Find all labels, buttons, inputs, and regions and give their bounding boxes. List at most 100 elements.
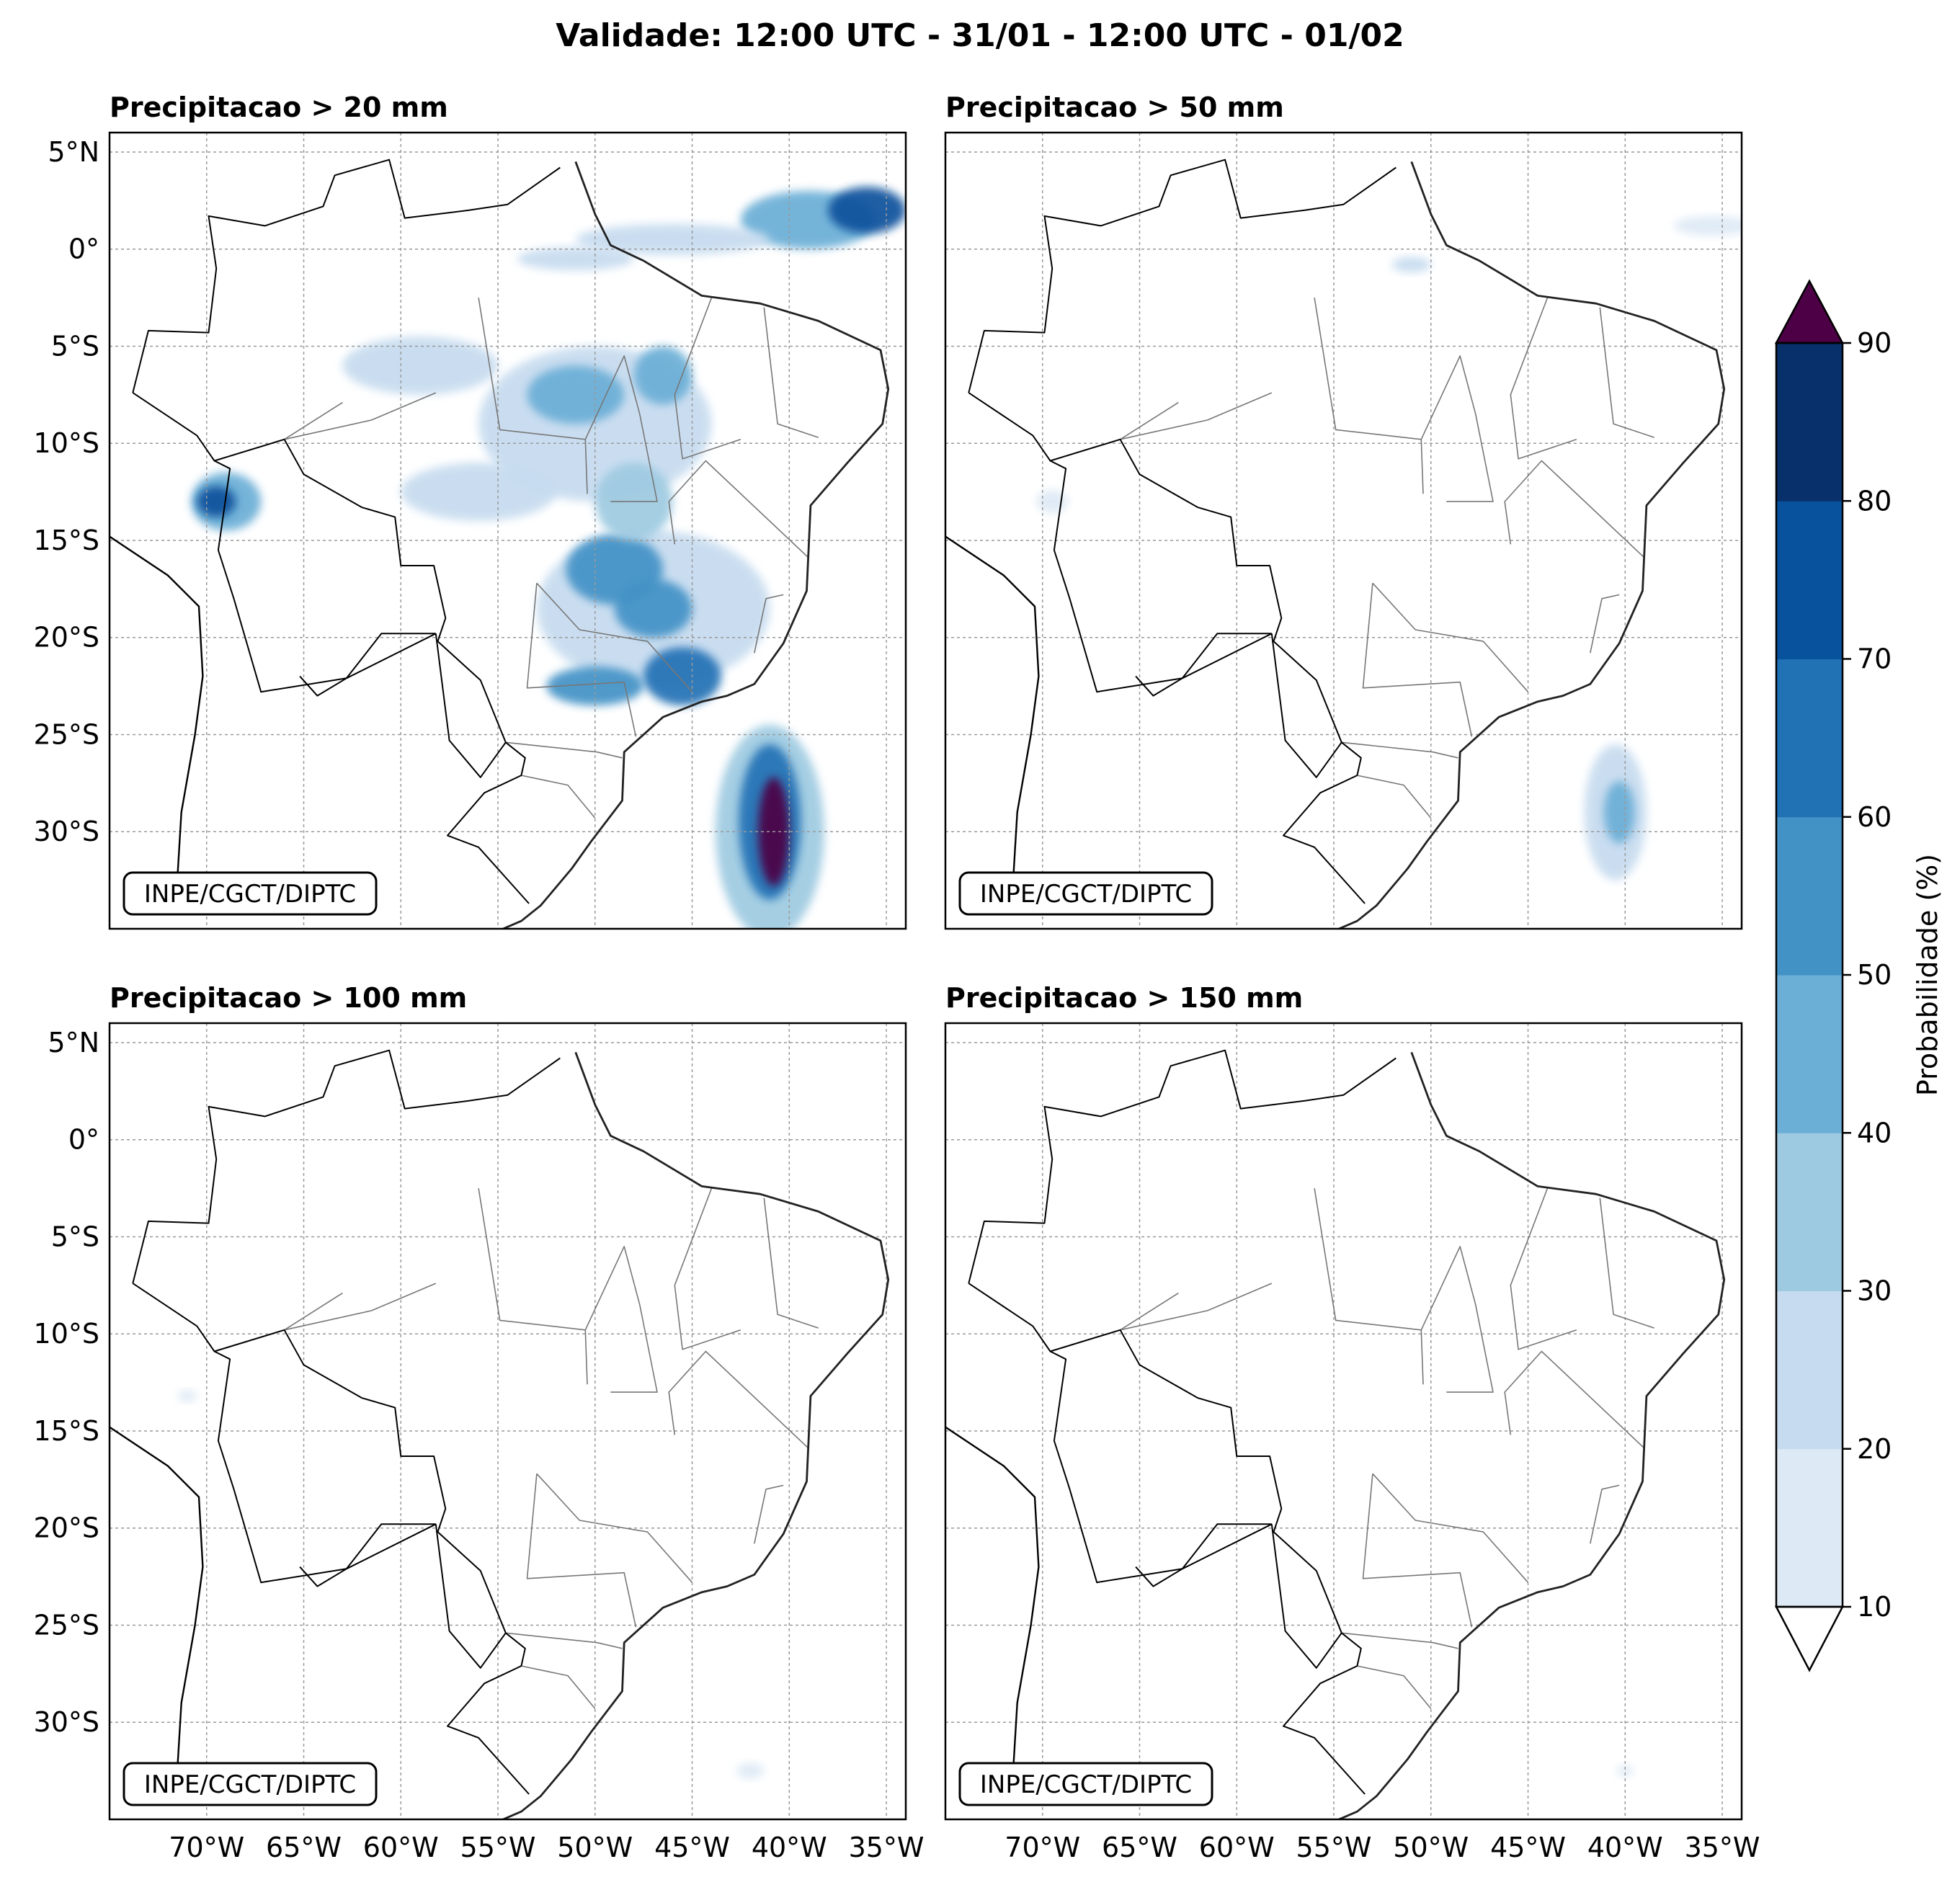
lon-tick-label: 50°W: [557, 1832, 633, 1863]
map-panel: Precipitacao > 150 mm INPE/CGCT/DIPTC 70…: [944, 982, 1760, 1863]
colorbar-tick-label: 90: [1857, 327, 1892, 359]
state-border: [526, 583, 637, 737]
lat-tick-label: 20°S: [34, 1512, 99, 1544]
lat-tick-label: 30°S: [34, 1706, 99, 1738]
latitude-tick-labels: 5°N 0° 5°S 10°S 15°S 20°S 25°S 30°S: [34, 136, 99, 847]
pacific-coastline: [110, 1426, 204, 1801]
probability-blob: [575, 223, 770, 255]
grid-lines: [945, 1023, 1742, 1819]
panel-title: Precipitacao > 150 mm: [945, 982, 1303, 1014]
credit-text: INPE/CGCT/DIPTC: [980, 1770, 1192, 1799]
colorbar-segment: [1776, 816, 1843, 976]
state-border: [763, 1198, 819, 1329]
lon-tick-label: 70°W: [1004, 1832, 1080, 1863]
state-border: [668, 1350, 809, 1449]
lon-tick-label: 35°W: [1685, 1832, 1760, 1863]
coastline: [110, 159, 890, 929]
lat-tick-label: 15°S: [34, 1415, 99, 1447]
state-border: [1357, 1665, 1432, 1709]
lon-tick-label: 60°W: [1199, 1832, 1275, 1863]
state-border: [284, 401, 343, 440]
atlantic-coastline: [1336, 1051, 1726, 1819]
colorbar-segment: [1776, 659, 1843, 818]
panel-title: Precipitacao > 100 mm: [110, 982, 467, 1014]
map-frame: [108, 131, 907, 930]
colorbar-segment: [1776, 343, 1843, 501]
lat-tick-label: 5°S: [51, 330, 99, 362]
probability-field: [1617, 1765, 1634, 1777]
lat-tick-label: 15°S: [34, 525, 99, 556]
state-border: [584, 1246, 658, 1393]
lon-tick-label: 45°W: [654, 1832, 730, 1863]
atlantic-coastline: [500, 161, 890, 929]
atlantic-coastline: [1336, 161, 1726, 929]
map-frame: [944, 1022, 1743, 1821]
state-border: [521, 775, 596, 819]
state-border: [674, 297, 741, 460]
state-border: [536, 1473, 693, 1583]
country-border: [968, 1283, 1366, 1795]
coastline: [945, 1049, 1726, 1819]
lat-tick-label: 5°S: [51, 1221, 99, 1252]
country-border: [1050, 1350, 1272, 1584]
credit-text: INPE/CGCT/DIPTC: [144, 880, 356, 909]
country-border: [1135, 633, 1273, 697]
state-border: [1420, 1246, 1494, 1393]
state-border: [1510, 1187, 1577, 1350]
colorbar-segment: [1776, 1290, 1843, 1450]
country-border: [968, 392, 1366, 904]
probability-blob: [1603, 781, 1635, 844]
country-border: [1050, 460, 1272, 693]
lon-tick-label: 55°W: [1296, 1832, 1372, 1863]
lon-tick-label: 65°W: [266, 1832, 342, 1863]
probability-blob: [643, 647, 721, 706]
grid-lines: [945, 133, 1742, 929]
country-border: [132, 392, 530, 904]
atlantic-coastline: [500, 1051, 890, 1819]
colorbar-tick-label: 80: [1857, 485, 1892, 517]
pacific-coastline: [945, 1426, 1040, 1801]
longitude-tick-labels: 70°W 65°W 60°W 55°W 50°W 45°W 40°W 35°W: [1004, 1832, 1760, 1863]
colorbar: 10 20 30 40 50 60 70 80 90 Probabilidade (%): [1774, 279, 1943, 1672]
probability-blob: [736, 1762, 765, 1779]
probability-blob: [1673, 215, 1742, 236]
colorbar-segment: [1776, 1133, 1843, 1291]
colorbar-segment: [1776, 501, 1843, 659]
colorbar-label: Probabilidade (%): [1912, 854, 1943, 1096]
state-border: [763, 307, 819, 438]
state-border: [1341, 741, 1458, 759]
map-frame: [108, 1022, 907, 1821]
state-border: [1590, 594, 1620, 654]
pacific-coastline: [945, 535, 1040, 910]
country-border: [968, 1049, 1396, 1284]
state-border: [478, 297, 588, 494]
country-border: [214, 460, 436, 693]
lon-tick-label: 50°W: [1393, 1832, 1469, 1863]
lat-tick-label: 20°S: [34, 622, 99, 654]
lat-tick-label: 0°: [68, 233, 99, 265]
state-border: [1362, 583, 1473, 737]
state-border: [674, 1187, 741, 1350]
state-border: [1120, 392, 1273, 440]
coastline: [945, 159, 1726, 929]
state-border: [1504, 460, 1645, 558]
country-border: [435, 1524, 507, 1669]
probability-blob: [828, 187, 906, 234]
state-border: [1420, 355, 1494, 502]
probability-blob: [401, 463, 556, 522]
probability-blob: [197, 486, 236, 517]
country-border: [214, 1350, 436, 1584]
colorbar-tick-label: 50: [1857, 959, 1892, 991]
colorbar-tick-label: 20: [1857, 1433, 1892, 1465]
state-border: [754, 1484, 784, 1544]
state-border: [1510, 297, 1577, 460]
lat-tick-label: 0°: [68, 1124, 99, 1156]
country-border: [132, 1283, 530, 1795]
state-border: [1314, 297, 1424, 494]
lon-tick-label: 65°W: [1102, 1832, 1177, 1863]
colorbar-tick-label: 30: [1857, 1275, 1892, 1307]
lon-tick-label: 40°W: [752, 1832, 827, 1863]
country-border: [1135, 1523, 1273, 1587]
map-panel: Precipitacao > 100 mm INPE/CGCT/DIPTC 5°…: [34, 982, 925, 1863]
state-border: [1341, 1632, 1458, 1649]
